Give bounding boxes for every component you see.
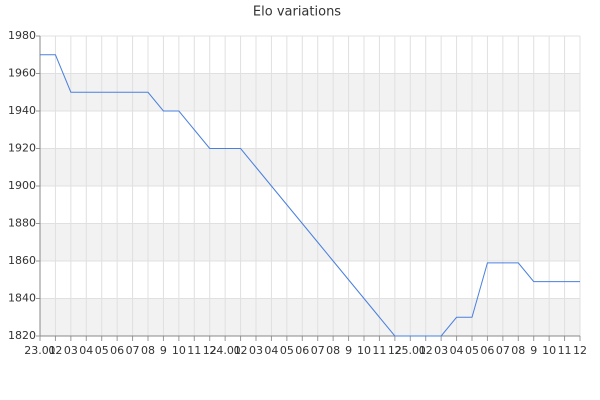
x-tick-label: 10 [542, 344, 556, 357]
x-tick-label: 04 [450, 344, 464, 357]
x-tick-label: 08 [511, 344, 525, 357]
x-tick-label: 06 [480, 344, 494, 357]
x-tick-label: 03 [434, 344, 448, 357]
chart-title: Elo variations [253, 5, 341, 20]
x-tick-label: 11 [187, 344, 201, 357]
x-tick-label: 9 [530, 344, 537, 357]
y-tick-label: 1900 [8, 179, 36, 192]
x-tick-label: 10 [357, 344, 371, 357]
x-tick-label: 11 [558, 344, 572, 357]
x-tick-label: 06 [295, 344, 309, 357]
x-tick-label: 07 [311, 344, 325, 357]
x-tick-label: 04 [264, 344, 278, 357]
y-tick-label: 1860 [8, 254, 36, 267]
y-tick-label: 1840 [8, 292, 36, 305]
x-tick-label: 06 [110, 344, 124, 357]
x-tick-label: 07 [496, 344, 510, 357]
x-tick-label: 12 [573, 344, 587, 357]
x-tick-label: 03 [64, 344, 78, 357]
y-tick-label: 1980 [8, 29, 36, 42]
x-tick-label: 08 [326, 344, 340, 357]
x-tick-label: 02 [234, 344, 248, 357]
x-tick-label: 08 [141, 344, 155, 357]
x-tick-label: 12 [388, 344, 402, 357]
x-tick-label: 9 [160, 344, 167, 357]
x-tick-label: 11 [372, 344, 386, 357]
x-tick-label: 02 [48, 344, 62, 357]
x-tick-label: 24.01 [209, 344, 241, 357]
x-tick-label: 07 [126, 344, 140, 357]
grid-band [40, 148, 580, 186]
y-tick-label: 1960 [8, 67, 36, 80]
y-tick-label: 1940 [8, 104, 36, 117]
x-tick-label: 9 [345, 344, 352, 357]
x-tick-label: 25.01 [395, 344, 427, 357]
x-tick-label: 02 [419, 344, 433, 357]
y-tick-label: 1920 [8, 142, 36, 155]
x-tick-label: 05 [280, 344, 294, 357]
x-tick-label: 03 [249, 344, 263, 357]
x-tick-label: 04 [79, 344, 93, 357]
x-tick-label: 12 [203, 344, 217, 357]
x-tick-label: 05 [95, 344, 109, 357]
y-tick-label: 1880 [8, 217, 36, 230]
y-tick-label: 1820 [8, 329, 36, 342]
x-tick-label: 10 [172, 344, 186, 357]
x-tick-label: 23.01 [24, 344, 56, 357]
grid-band [40, 223, 580, 261]
grid-band [40, 298, 580, 336]
data-line [40, 54, 580, 337]
x-tick-label: 05 [465, 344, 479, 357]
